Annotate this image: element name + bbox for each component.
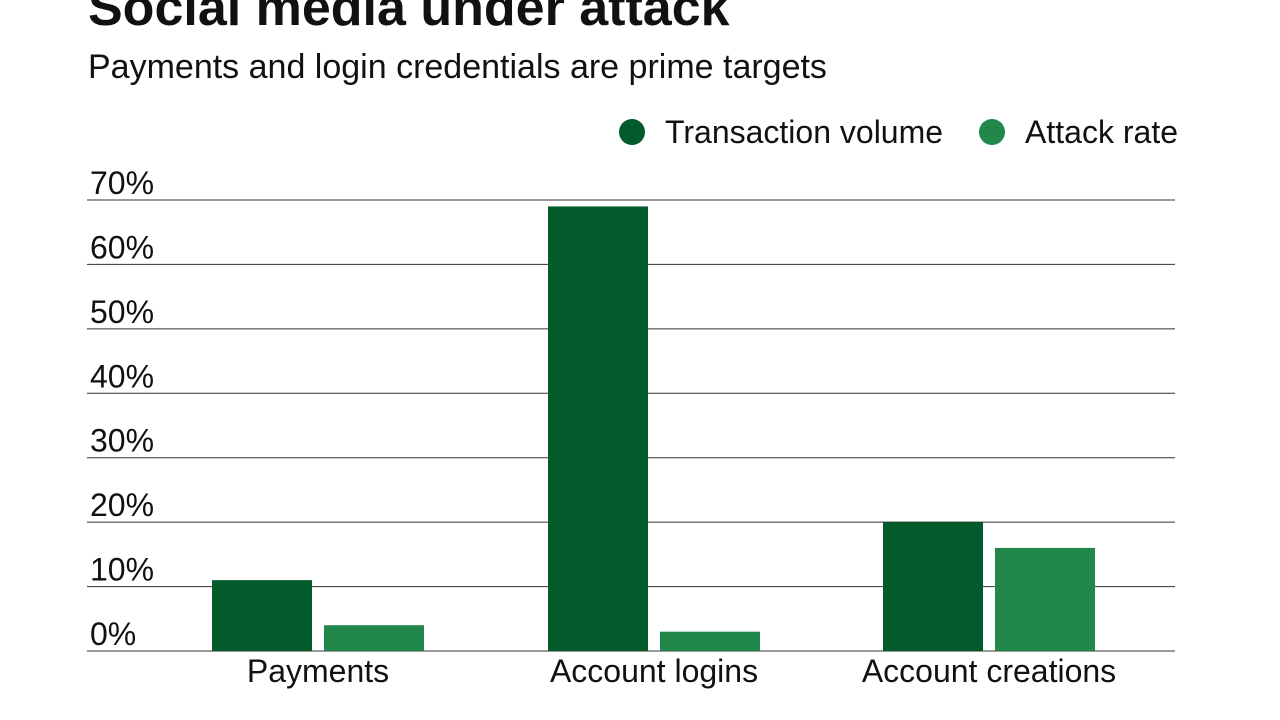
bars [212, 206, 1095, 651]
bar-attack-rate [660, 631, 760, 651]
x-axis-ticks: Payments Account logins Account creations [247, 653, 1116, 689]
legend-item-transaction-volume: Transaction volume [619, 112, 943, 152]
x-tick-label: Account creations [862, 653, 1116, 689]
legend-swatch-transaction-volume [619, 119, 645, 145]
chart-title: Social media under attack [88, 0, 730, 37]
y-tick-label: 10% [90, 552, 154, 588]
y-tick-label: 70% [90, 165, 154, 201]
bar-transaction-volume [883, 522, 983, 651]
legend-label-transaction-volume: Transaction volume [665, 114, 944, 150]
y-tick-label: 50% [90, 294, 154, 330]
bar-attack-rate [995, 547, 1095, 651]
legend-label-attack-rate: Attack rate [1025, 114, 1178, 150]
bar-transaction-volume [212, 580, 312, 651]
legend-swatch-attack-rate [979, 119, 1006, 145]
chart-legend: Transaction volume Attack rate [619, 112, 1178, 152]
y-axis-ticks: 0% 10% 20% 30% 40% 50% 60% 70% [90, 165, 154, 652]
x-tick-label: Payments [247, 653, 389, 689]
x-tick-label: Account logins [550, 653, 758, 689]
bar-transaction-volume [548, 206, 648, 651]
y-tick-label: 0% [90, 616, 136, 652]
chart-subtitle: Payments and login credentials are prime… [88, 48, 827, 86]
y-tick-label: 30% [90, 423, 154, 459]
y-tick-label: 60% [90, 229, 154, 265]
bar-attack-rate [324, 625, 424, 651]
y-tick-label: 40% [90, 358, 154, 394]
y-tick-label: 20% [90, 487, 154, 523]
legend-item-attack-rate: Attack rate [979, 112, 1178, 152]
